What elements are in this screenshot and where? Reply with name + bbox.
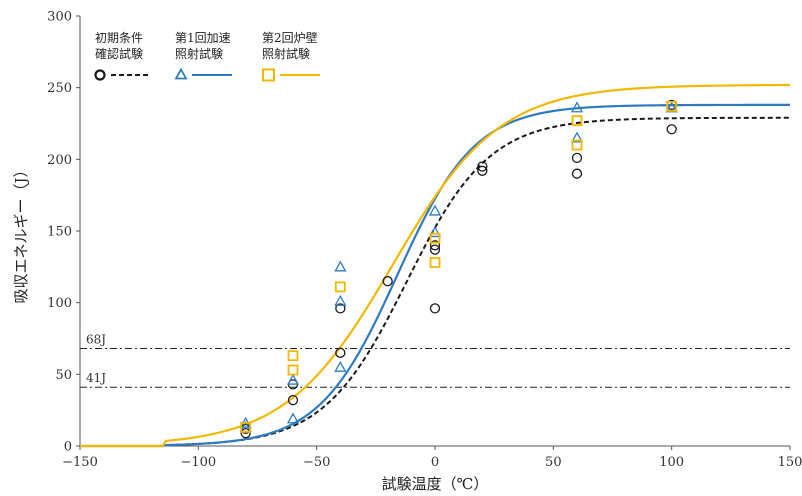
data-point-triangle xyxy=(570,131,584,143)
data-point-triangle xyxy=(286,373,300,385)
x-tick-label: −50 xyxy=(303,455,330,470)
data-point-square xyxy=(240,421,252,433)
data-point-circle xyxy=(477,161,488,172)
legend-marker-circle xyxy=(94,69,106,81)
x-tick-label: 150 xyxy=(778,455,802,470)
fit-curve-series-3 xyxy=(80,83,791,448)
x-axis-title: 試験温度（℃） xyxy=(382,475,489,493)
reference-line-label: 68J xyxy=(86,333,106,347)
y-tick-label: 0 xyxy=(64,440,72,455)
data-point-square xyxy=(571,115,583,127)
axes: −150 −100 −50 0 50 100 150 0 50 100 150 200 250 300 xyxy=(47,10,802,471)
data-point-circle xyxy=(429,244,441,255)
legend-label-series-3-line1: 第2回炉壁 xyxy=(262,30,318,45)
x-tick-label: 100 xyxy=(659,455,684,470)
y-tick-label: 250 xyxy=(47,81,72,96)
reference-line-label: 41J xyxy=(86,371,106,385)
data-point-triangle xyxy=(334,294,347,306)
legend-item-series-1: 初期条件 確認試験 xyxy=(94,31,149,81)
legend-label-series-3-line2: 照射試験 xyxy=(262,46,310,61)
data-point-triangle xyxy=(428,204,442,216)
x-tick-label: −150 xyxy=(62,455,98,470)
data-point-triangle xyxy=(334,260,347,272)
data-point-triangle xyxy=(286,412,300,424)
legend-marker-square xyxy=(262,68,275,82)
data-point-circle xyxy=(287,394,299,406)
legend-marker-triangle xyxy=(174,67,188,80)
data-point-square xyxy=(666,100,678,112)
y-tick-label: 300 xyxy=(47,10,72,25)
legend-label-series-2-line1: 第1回加速 xyxy=(175,31,231,45)
data-point-circle xyxy=(429,240,441,251)
legend-label-series-1-line2: 確認試験 xyxy=(95,46,143,61)
data-point-circle xyxy=(666,124,677,135)
y-tick-label: 50 xyxy=(55,368,72,383)
x-tick-label: 50 xyxy=(545,455,562,470)
x-tick-label: −100 xyxy=(180,455,216,470)
legend-label-series-1-line1: 初期条件 xyxy=(95,31,143,45)
data-point-circle xyxy=(240,427,251,439)
data-point-square xyxy=(287,350,299,362)
data-point-square xyxy=(429,232,441,244)
data-point-circle xyxy=(382,276,393,287)
y-tick-label: 100 xyxy=(47,296,72,311)
data-point-square xyxy=(429,257,441,268)
legend-label-series-2-line2: 照射試験 xyxy=(175,46,223,61)
data-point-circle xyxy=(477,165,488,176)
data-point-circle xyxy=(335,303,346,314)
data-point-circle xyxy=(571,152,583,164)
fit-curves xyxy=(80,83,791,448)
data-point-square xyxy=(571,139,583,151)
y-axis-title: 吸収エネルギー（J） xyxy=(12,162,30,303)
data-point-circle xyxy=(335,347,346,358)
data-point-triangle xyxy=(428,226,442,238)
data-point-circle xyxy=(429,303,441,314)
y-tick-label: 150 xyxy=(47,225,72,240)
legend: 初期条件 確認試験 第1回加速 照射試験 第2回炉壁 照射試験 xyxy=(94,30,320,82)
legend-item-series-3: 第2回炉壁 照射試験 xyxy=(262,30,320,82)
legend-item-series-2: 第1回加速 照射試験 xyxy=(174,31,232,80)
data-point-square xyxy=(287,364,299,376)
data-point-triangle xyxy=(665,101,678,113)
data-points xyxy=(239,99,678,439)
data-point-triangle xyxy=(334,360,347,372)
data-point-triangle xyxy=(570,101,584,113)
data-point-circle xyxy=(571,168,583,179)
x-tick-label: 0 xyxy=(431,455,439,470)
y-tick-label: 200 xyxy=(47,153,72,168)
reference-lines: 68J 41J xyxy=(80,333,790,388)
data-point-square xyxy=(334,281,346,293)
